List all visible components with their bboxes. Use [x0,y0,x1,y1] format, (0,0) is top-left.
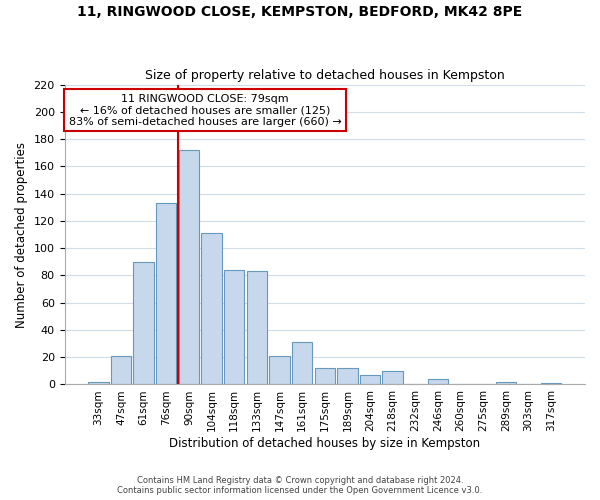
Bar [133,262,154,384]
Text: 11, RINGWOOD CLOSE, KEMPSTON, BEDFORD, MK42 8PE: 11, RINGWOOD CLOSE, KEMPSTON, BEDFORD, M… [77,5,523,19]
Bar [179,150,199,384]
X-axis label: Distribution of detached houses by size in Kempston: Distribution of detached houses by size … [169,437,481,450]
Bar [314,368,335,384]
Bar [111,356,131,384]
Bar [202,233,222,384]
Bar [269,356,290,384]
Bar [88,382,109,384]
Bar [247,272,267,384]
Y-axis label: Number of detached properties: Number of detached properties [15,142,28,328]
Bar [541,383,562,384]
Text: 11 RINGWOOD CLOSE: 79sqm
← 16% of detached houses are smaller (125)
83% of semi-: 11 RINGWOOD CLOSE: 79sqm ← 16% of detach… [68,94,341,127]
Bar [382,371,403,384]
Text: Contains HM Land Registry data © Crown copyright and database right 2024.
Contai: Contains HM Land Registry data © Crown c… [118,476,482,495]
Bar [496,382,516,384]
Bar [224,270,244,384]
Bar [292,342,313,384]
Title: Size of property relative to detached houses in Kempston: Size of property relative to detached ho… [145,69,505,82]
Bar [428,379,448,384]
Bar [337,368,358,384]
Bar [156,203,176,384]
Bar [360,375,380,384]
